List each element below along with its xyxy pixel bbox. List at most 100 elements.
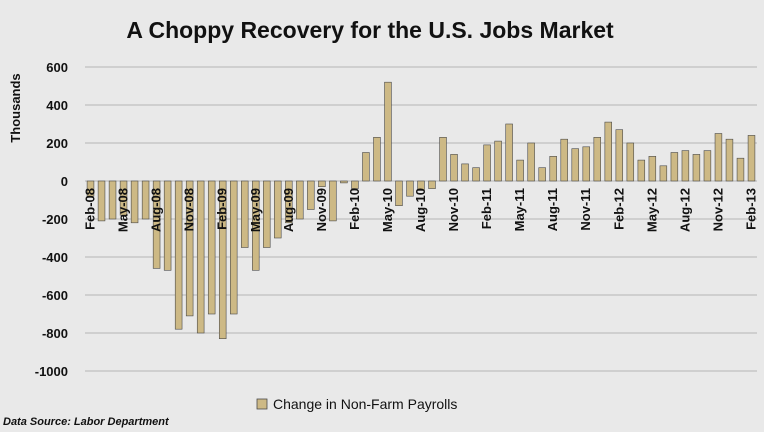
bar bbox=[141, 180, 150, 220]
x-tick-label: Feb-08 bbox=[83, 188, 98, 230]
bar bbox=[174, 180, 183, 330]
x-tick-label: Feb-12 bbox=[611, 188, 626, 230]
x-tick-label: May-10 bbox=[380, 188, 395, 232]
y-tick-label: 0 bbox=[61, 174, 68, 189]
bar bbox=[527, 142, 535, 182]
bar bbox=[736, 157, 745, 182]
bar bbox=[571, 148, 579, 182]
bar bbox=[362, 152, 370, 182]
bar bbox=[670, 152, 679, 182]
x-tick-label: Nov-09 bbox=[314, 188, 329, 231]
bar bbox=[593, 137, 601, 182]
y-axis-label: Thousands bbox=[8, 73, 23, 142]
bar bbox=[648, 156, 657, 182]
y-tick-label: 600 bbox=[46, 60, 68, 75]
bar bbox=[97, 180, 106, 222]
x-tick-label: May-09 bbox=[248, 188, 263, 232]
bar bbox=[681, 150, 690, 182]
x-tick-label: Feb-13 bbox=[744, 188, 759, 230]
bar bbox=[406, 180, 414, 197]
bar bbox=[230, 180, 238, 315]
bar bbox=[747, 135, 756, 182]
x-tick-label: Nov-11 bbox=[578, 188, 593, 231]
bar bbox=[130, 180, 139, 224]
bar bbox=[703, 150, 712, 182]
y-tick-label: -200 bbox=[42, 212, 68, 227]
bar bbox=[714, 133, 723, 182]
chart-title: A Choppy Recovery for the U.S. Jobs Mark… bbox=[126, 17, 614, 43]
bar bbox=[604, 121, 612, 182]
bar bbox=[351, 180, 359, 189]
x-tick-label: Feb-11 bbox=[479, 188, 494, 229]
bar bbox=[218, 180, 227, 339]
bar bbox=[538, 167, 546, 182]
bar bbox=[241, 180, 249, 248]
x-tick-label: Nov-12 bbox=[710, 188, 725, 231]
bar bbox=[373, 137, 381, 182]
bar bbox=[340, 180, 348, 184]
bar bbox=[285, 180, 293, 224]
x-tick-label: Feb-09 bbox=[215, 188, 230, 230]
y-tick-label: 400 bbox=[46, 98, 68, 113]
bar bbox=[472, 167, 480, 182]
y-tick-label: -400 bbox=[42, 250, 68, 265]
bar bbox=[615, 129, 624, 182]
bar-series bbox=[86, 81, 756, 339]
bar bbox=[395, 180, 403, 207]
y-tick-label: -600 bbox=[42, 288, 68, 303]
x-tick-label: Feb-10 bbox=[347, 188, 362, 230]
x-tick-label: Aug-08 bbox=[149, 188, 164, 232]
bar bbox=[483, 144, 491, 182]
y-tick-label: -1000 bbox=[35, 364, 68, 379]
bar bbox=[163, 180, 172, 271]
x-tick-label: Nov-10 bbox=[446, 188, 461, 231]
bar bbox=[329, 180, 337, 222]
bar bbox=[560, 138, 568, 182]
x-tick-label: Aug-11 bbox=[545, 188, 560, 231]
bar bbox=[185, 180, 194, 317]
bar bbox=[152, 180, 161, 269]
bar bbox=[516, 159, 524, 182]
bar bbox=[505, 123, 513, 182]
bar bbox=[494, 140, 502, 182]
bar bbox=[692, 154, 701, 182]
data-source-note: Data Source: Labor Department bbox=[3, 416, 170, 428]
bar bbox=[428, 180, 436, 189]
bar bbox=[252, 180, 260, 271]
bar bbox=[384, 81, 392, 182]
bar bbox=[274, 180, 282, 239]
x-tick-label: May-12 bbox=[644, 188, 659, 232]
bar bbox=[725, 138, 734, 182]
x-tick-label: May-11 bbox=[512, 188, 527, 231]
x-axis-ticks: Feb-08 May-08 Aug-08 Nov-08 Feb-09 May-09 Aug-… bbox=[83, 188, 759, 232]
bar bbox=[439, 137, 447, 182]
y-axis-ticks: 600 400 200 0 -200 -400 -600 -800 -1000 bbox=[35, 60, 68, 379]
x-tick-label: Aug-09 bbox=[281, 188, 296, 232]
x-tick-label: Aug-10 bbox=[413, 188, 428, 232]
bar bbox=[296, 180, 304, 220]
bar bbox=[207, 180, 216, 315]
y-tick-label: -800 bbox=[42, 326, 68, 341]
bar bbox=[417, 180, 425, 191]
bar bbox=[582, 146, 590, 182]
y-tick-label: 200 bbox=[46, 136, 68, 151]
x-tick-label: Aug-12 bbox=[677, 188, 692, 232]
bar bbox=[626, 142, 635, 182]
legend-swatch bbox=[256, 398, 268, 410]
x-tick-label: Nov-08 bbox=[182, 188, 197, 231]
bar bbox=[450, 154, 458, 182]
x-tick-label: May-08 bbox=[116, 188, 131, 232]
bar bbox=[307, 180, 315, 210]
bar bbox=[659, 165, 668, 182]
bar bbox=[637, 159, 646, 182]
bar bbox=[86, 180, 95, 197]
bar bbox=[108, 180, 117, 220]
bar bbox=[119, 180, 128, 216]
bar bbox=[263, 180, 271, 248]
bar bbox=[549, 156, 557, 182]
bar bbox=[196, 180, 205, 334]
bar bbox=[461, 163, 469, 182]
legend-label: Change in Non-Farm Payrolls bbox=[273, 396, 457, 412]
